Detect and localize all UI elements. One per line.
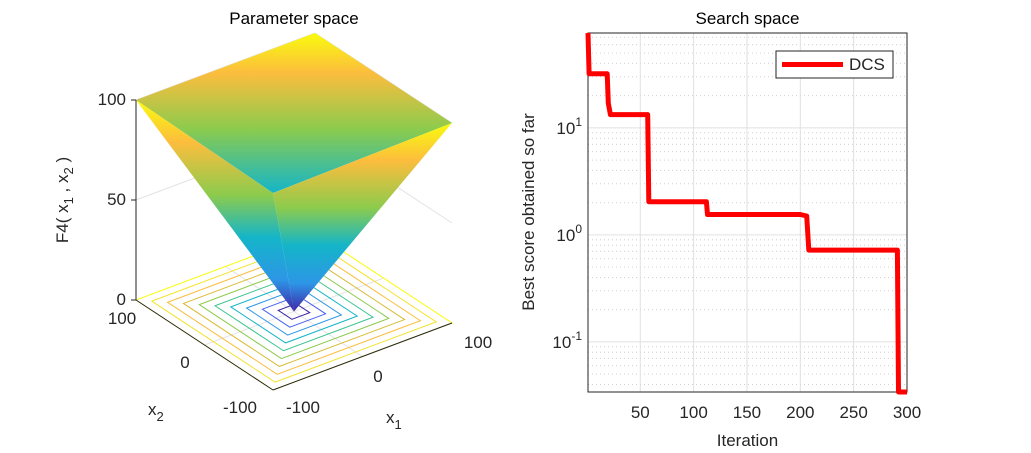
y-tick-label: 100 bbox=[556, 222, 582, 245]
axes-box bbox=[587, 32, 908, 393]
series-line-dcs bbox=[585, 32, 907, 395]
z-tick-label: 100 bbox=[98, 90, 126, 109]
x2-tick-label: 100 bbox=[108, 309, 136, 328]
plot-title: Search space bbox=[696, 9, 800, 28]
z-tick-label: 50 bbox=[107, 190, 126, 209]
x-tick-label: 100 bbox=[679, 403, 707, 422]
x2-axis-label: x2 bbox=[148, 400, 164, 424]
x1-tick-label: -100 bbox=[286, 398, 320, 417]
x-tick-label: 150 bbox=[733, 403, 761, 422]
plot-title: Parameter space bbox=[229, 9, 358, 28]
x-tick-label: 50 bbox=[631, 403, 650, 422]
x1-axis-label: x1 bbox=[386, 408, 402, 432]
z-axis-label: F4( x1 , x2 ) bbox=[53, 157, 76, 243]
surface-face-front-right bbox=[273, 123, 452, 312]
y-tick-label: 101 bbox=[556, 115, 582, 138]
legend-label: DCS bbox=[849, 55, 885, 74]
surface-face-front-left bbox=[136, 100, 294, 312]
x-tick-label: 250 bbox=[839, 403, 867, 422]
x2-tick-label: -100 bbox=[223, 398, 257, 417]
y-axis-label: Best score obtained so far bbox=[519, 113, 538, 311]
x1-tick-label: 100 bbox=[464, 333, 492, 352]
x2-axis bbox=[135, 299, 274, 391]
surface-interior bbox=[136, 33, 452, 193]
x1-tick-label: 0 bbox=[373, 367, 382, 386]
x-axis-label: Iteration bbox=[717, 431, 778, 450]
x-tick-label: 200 bbox=[786, 403, 814, 422]
z-tick-label: 0 bbox=[117, 290, 126, 309]
x2-tick-label: 0 bbox=[180, 353, 189, 372]
x-tick-label: 300 bbox=[893, 403, 921, 422]
y-tick-label: 10-1 bbox=[552, 329, 582, 352]
legend: DCS bbox=[775, 50, 894, 79]
x1-axis bbox=[272, 322, 453, 391]
search-space-plot: 50 100 150 200 250 300 101 100 10-1 DCS Iteration B… bbox=[519, 9, 921, 450]
